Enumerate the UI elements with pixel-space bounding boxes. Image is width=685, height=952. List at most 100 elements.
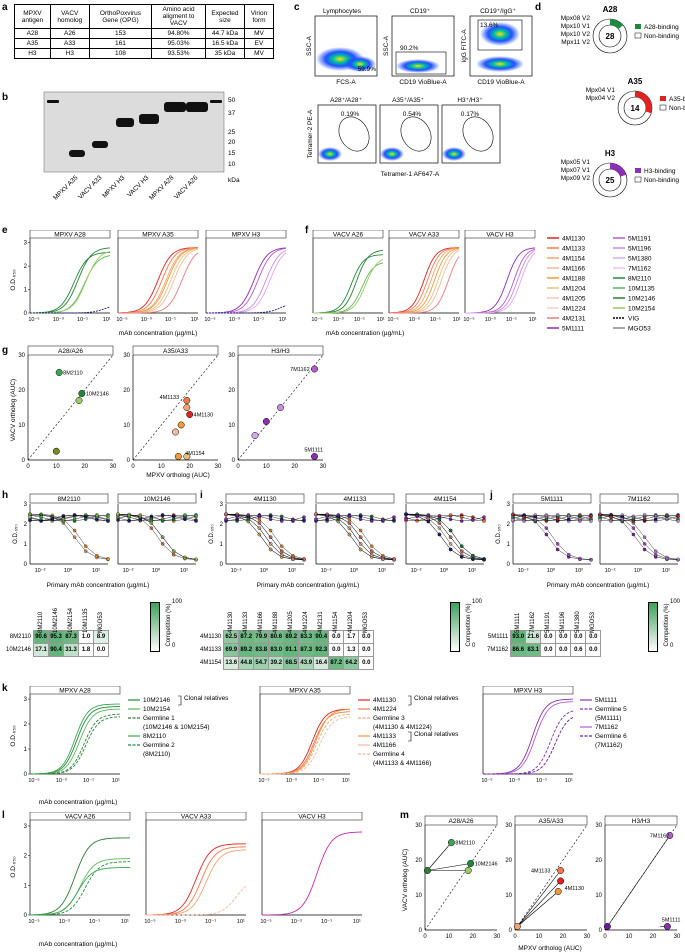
x-tick-label: 10⁻²: [605, 568, 616, 574]
data-point: [464, 867, 472, 874]
x-tick-label: 10⁻³: [56, 778, 67, 784]
x-tick-label: 10⁻²: [123, 568, 134, 574]
blot-band: [210, 100, 222, 103]
plot-title-box: [604, 815, 678, 826]
x-tick-label: 10: [446, 934, 453, 940]
flow-title: CD19⁺/IgG⁺: [480, 8, 516, 15]
scale-tick-label: 100: [472, 599, 483, 605]
x-tick-label: 10⁻⁵: [28, 918, 39, 925]
competition-curve: [405, 513, 485, 560]
data-point: [482, 515, 486, 519]
x-tick-label: 10⁻³: [175, 919, 186, 925]
x-tick-label: 0: [26, 464, 30, 470]
heatmap-col-header: 4M1224: [299, 596, 314, 633]
competition-curve: [315, 514, 395, 522]
heatmap-cell: 0.0: [93, 643, 110, 657]
heatmap-col-header: MGO53: [586, 596, 601, 633]
competition-curve: [512, 514, 592, 522]
x-tick-label: 10⁻³: [286, 778, 297, 784]
x-tick-label: 10¹: [237, 919, 245, 925]
competition-curve: [599, 514, 679, 522]
competition-curve: [599, 514, 679, 522]
data-point: [392, 557, 396, 562]
x-tick-label: 10⁻³: [291, 919, 302, 925]
legend-label: 4M1188: [562, 276, 585, 283]
blot-band: [47, 100, 59, 103]
y-tick-label: 20: [595, 858, 602, 864]
flow-y-label: SSC-A: [383, 35, 390, 56]
heatmap-col-label: 4M1204: [348, 611, 355, 633]
y-tick-label: 3: [507, 502, 511, 508]
elisa-curve: [118, 247, 199, 314]
competition-curve: [29, 513, 109, 560]
heatmap-col-label: MGO53: [590, 611, 597, 633]
x-tick-label: 10⁰: [64, 567, 73, 574]
blot-lane-label: VACV H3: [126, 174, 151, 199]
y-tick-label: 0: [24, 311, 28, 317]
panel-k-label: k: [2, 683, 8, 694]
heatmap-col-label: 4M1133: [243, 611, 250, 633]
y-tick-label: 0: [22, 458, 26, 464]
heatmap-col-header: 4M1154: [329, 596, 344, 633]
heatmap-col-header: 4M1204: [344, 596, 359, 633]
flow-y-label: Tetramer-2 PE-A: [307, 109, 314, 158]
panel-b-label: b: [2, 92, 9, 103]
heatmap-col-header: 5M1196: [556, 596, 571, 633]
y-tick-label: 0: [509, 928, 513, 934]
data-point: [447, 839, 455, 846]
blot-band: [92, 141, 108, 148]
plot-title: A28/A26: [58, 348, 83, 355]
point-label: 4M1130: [194, 413, 213, 419]
blot-lane-label: VACV A26: [173, 174, 200, 201]
y-axis-label: O.D.₆₅₀: [13, 524, 19, 544]
y-tick-label: 10: [415, 893, 422, 899]
x-tick-label: 10: [536, 934, 543, 940]
legend-label: 4M2131: [562, 316, 586, 323]
y-tick-label: 10: [505, 893, 512, 899]
competition-curve: [512, 514, 592, 560]
x-tick-label: 10⁻⁵: [204, 316, 215, 323]
competition-scale-bar: [450, 602, 460, 652]
plot-title: VACV H3: [298, 814, 326, 821]
flow-title: H3⁺/H3⁺: [457, 97, 483, 104]
legend-label: 4M1166: [562, 266, 585, 273]
flow-pct: 0.54%: [403, 111, 422, 118]
heatmap-cell: 0.0: [585, 630, 602, 644]
table-cell: A26: [49, 28, 90, 39]
plot-title-box: [482, 686, 574, 695]
table-cell: 161: [88, 38, 153, 49]
identity-line: [237, 354, 324, 461]
competition-heatmap: 8M2110 10M2146 10M2154 10M1135 MGO53 8M2110 90…: [6, 596, 110, 657]
elisa-curve: [30, 861, 130, 916]
x-tick-label: 10⁻⁵: [387, 316, 398, 323]
data-point: [467, 860, 475, 867]
point-label: 8M2110: [455, 841, 474, 847]
x-tick-label: 10⁻⁵: [481, 777, 492, 784]
y-axis-label: O.D.₆₅₀: [10, 269, 17, 291]
heatmap-col-label: 5M1191: [545, 611, 552, 633]
elisa-subplot: MPXV A28 0 1 2 3 10⁻⁵ 10⁻³ 10⁻¹ 10¹: [24, 230, 111, 323]
x-tick-label: 30: [674, 934, 681, 940]
blot-lane-label: MPXV A35: [52, 174, 79, 201]
x-tick-label: 30: [110, 464, 117, 470]
legend-label: 4M1224: [373, 706, 397, 713]
flow-x-label: CD19 VioBlue-A: [477, 79, 525, 86]
heatmap-row-label: 8M2110: [9, 634, 32, 640]
plot-title: MPXV A35: [289, 688, 321, 695]
donut-slice: [609, 163, 627, 177]
scale-tick-label: 0: [472, 643, 476, 649]
panel-j-label: j: [490, 490, 493, 501]
x-tick-label: 10¹: [565, 778, 573, 784]
table-cell: A35: [14, 38, 51, 49]
table-header-row: MPXV antigen VACV homolog OrthoPoxvirus …: [14, 4, 275, 29]
elisa-subplot: VACV A33 10⁻⁵ 10⁻³ 10⁻¹ 10¹: [387, 230, 461, 323]
flow-density: [344, 56, 376, 72]
y-axis-label: VACV ortholog (AUC): [402, 849, 409, 911]
y-axis-label: O.D.₆₅₀: [10, 856, 17, 878]
plot-title-box: [29, 230, 111, 239]
germline-link: [607, 835, 671, 927]
heatmap-cell: 0.0: [358, 630, 375, 644]
x-tick-label: 0: [423, 934, 427, 940]
x-tick-label: 10⁻¹: [83, 778, 94, 784]
